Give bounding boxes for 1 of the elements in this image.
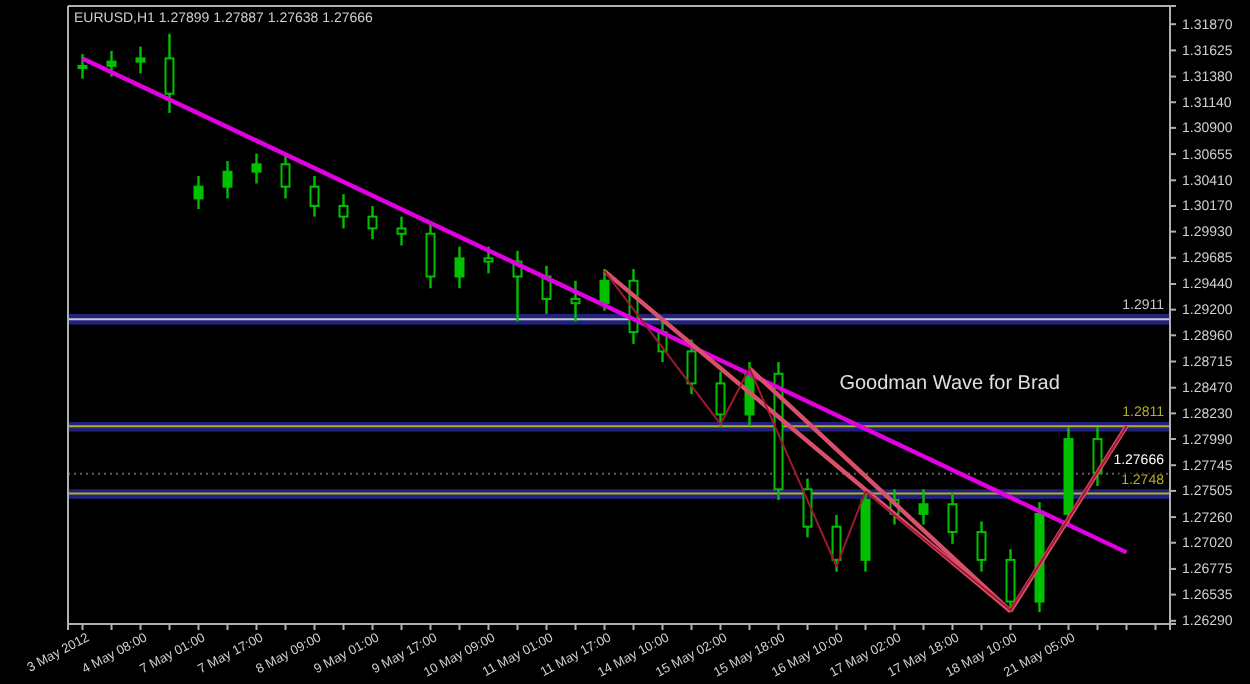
annotation: Goodman Wave for Brad <box>839 373 1060 396</box>
